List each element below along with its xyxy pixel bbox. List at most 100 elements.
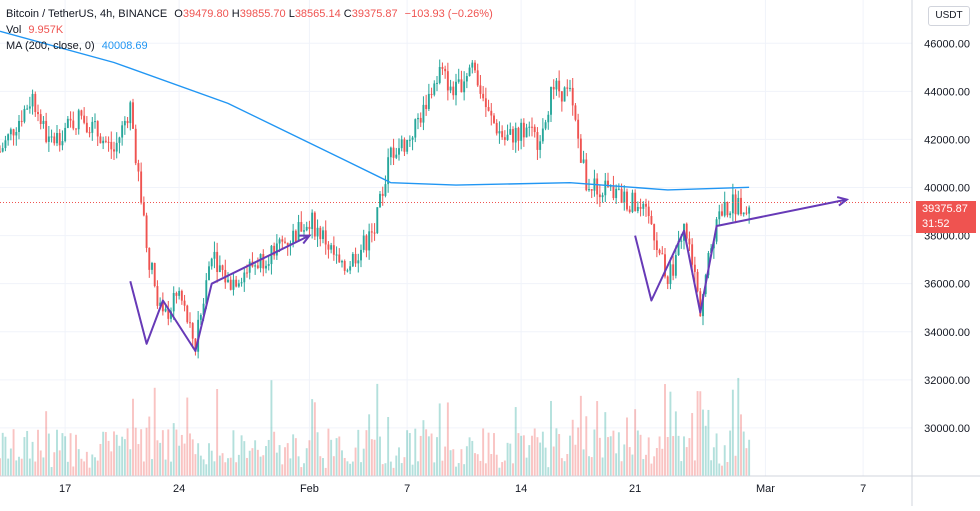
candle-body <box>330 245 333 250</box>
volume-bar <box>376 383 379 476</box>
candle-body <box>506 134 509 140</box>
volume-bar <box>313 402 316 476</box>
volume-bar <box>631 454 634 476</box>
candle-body <box>316 227 319 237</box>
candle-body <box>167 308 170 319</box>
volume-bar <box>607 437 609 476</box>
volume-bar <box>506 442 509 476</box>
volume-bar <box>547 467 550 476</box>
volume-bar <box>693 460 696 476</box>
volume-bar <box>75 434 77 476</box>
y-tick-label: 42000.00 <box>924 134 970 146</box>
volume-bar <box>503 460 506 476</box>
candle-body <box>351 253 354 267</box>
candle-body <box>479 85 482 94</box>
volume-bar <box>39 450 42 476</box>
candle-body <box>368 231 371 251</box>
volume-bar <box>509 443 512 476</box>
legend-ma-value: 40008.69 <box>101 40 148 52</box>
candle-body <box>235 279 238 287</box>
candle-body <box>140 171 143 203</box>
volume-bar <box>140 429 143 476</box>
candle-body <box>669 264 672 285</box>
candle-body <box>745 212 748 214</box>
volume-bar <box>379 436 381 476</box>
volume-bar <box>324 467 327 476</box>
candle-body <box>308 226 311 229</box>
candle-body <box>639 206 642 209</box>
legend-volume-row[interactable]: Vol 9.957K <box>6 22 493 38</box>
volume-bar <box>134 427 137 476</box>
candle-body <box>137 163 140 172</box>
volume-bar <box>332 456 335 476</box>
volume-bar <box>319 456 322 476</box>
volume-bar <box>484 463 487 476</box>
candle-body <box>398 148 400 155</box>
volume-bar <box>582 449 585 476</box>
volume-bar <box>400 463 403 476</box>
candle-body <box>417 117 419 120</box>
currency-button[interactable]: USDT <box>928 6 970 26</box>
volume-bar <box>498 467 501 476</box>
candle-body <box>354 253 357 264</box>
candle-body <box>436 82 438 84</box>
volume-bar <box>672 436 675 476</box>
candle-body <box>403 139 406 152</box>
volume-bar <box>398 447 400 476</box>
volume-bar <box>110 451 113 476</box>
volume-bar <box>153 387 156 476</box>
candle-body <box>305 226 308 231</box>
candle-body <box>419 117 422 123</box>
volume-bar <box>645 454 647 476</box>
candle-body <box>7 134 10 141</box>
volume-bar <box>669 391 672 476</box>
volume-bar <box>392 467 395 476</box>
y-tick-label: 46000.00 <box>924 38 970 50</box>
candle-body <box>623 191 626 203</box>
candle-body <box>495 122 498 134</box>
legend-ma-row[interactable]: MA (200, close, 0) 40008.69 <box>6 38 493 54</box>
left-w-pattern <box>129 234 310 352</box>
volume-bar <box>254 440 257 476</box>
candle-body <box>531 126 533 128</box>
arrow-head <box>836 196 850 207</box>
volume-bar <box>476 454 479 476</box>
volume-bar <box>327 428 330 476</box>
volume-bar <box>384 463 387 476</box>
volume-bar <box>650 463 653 476</box>
volume-bar <box>99 443 102 476</box>
volume-bar <box>731 389 734 476</box>
legend-vol-value: 9.957K <box>28 24 64 36</box>
volume-bar <box>626 417 628 476</box>
candle-body <box>338 254 341 263</box>
candle-body <box>389 147 392 158</box>
candle-body <box>199 314 202 320</box>
legend-symbol[interactable]: Bitcoin / TetherUS, 4h, BINANCE <box>6 8 168 20</box>
volume-bar <box>186 397 189 476</box>
candle-body <box>360 249 362 261</box>
candle-body <box>517 127 520 141</box>
volume-bar <box>178 445 181 476</box>
candle-body <box>620 188 623 203</box>
candle-body <box>723 202 726 216</box>
volume-bar <box>430 433 433 476</box>
candle-body <box>699 291 702 317</box>
candle-body <box>590 189 593 191</box>
volume-bar <box>536 437 539 476</box>
volume-bar <box>487 432 490 476</box>
volume-bar <box>520 435 523 476</box>
candle-body <box>145 215 148 248</box>
candle-body <box>28 106 31 109</box>
volume-bar <box>273 431 276 476</box>
candle-body <box>691 244 694 265</box>
volume-bar <box>590 457 593 476</box>
legend-o-label: O <box>174 8 183 20</box>
volume-bar <box>224 462 227 476</box>
volume-bar <box>335 438 338 476</box>
volume-bar <box>240 435 243 476</box>
volume-bar <box>64 436 67 476</box>
volume-bar <box>156 440 159 476</box>
volume-bar <box>265 446 267 476</box>
